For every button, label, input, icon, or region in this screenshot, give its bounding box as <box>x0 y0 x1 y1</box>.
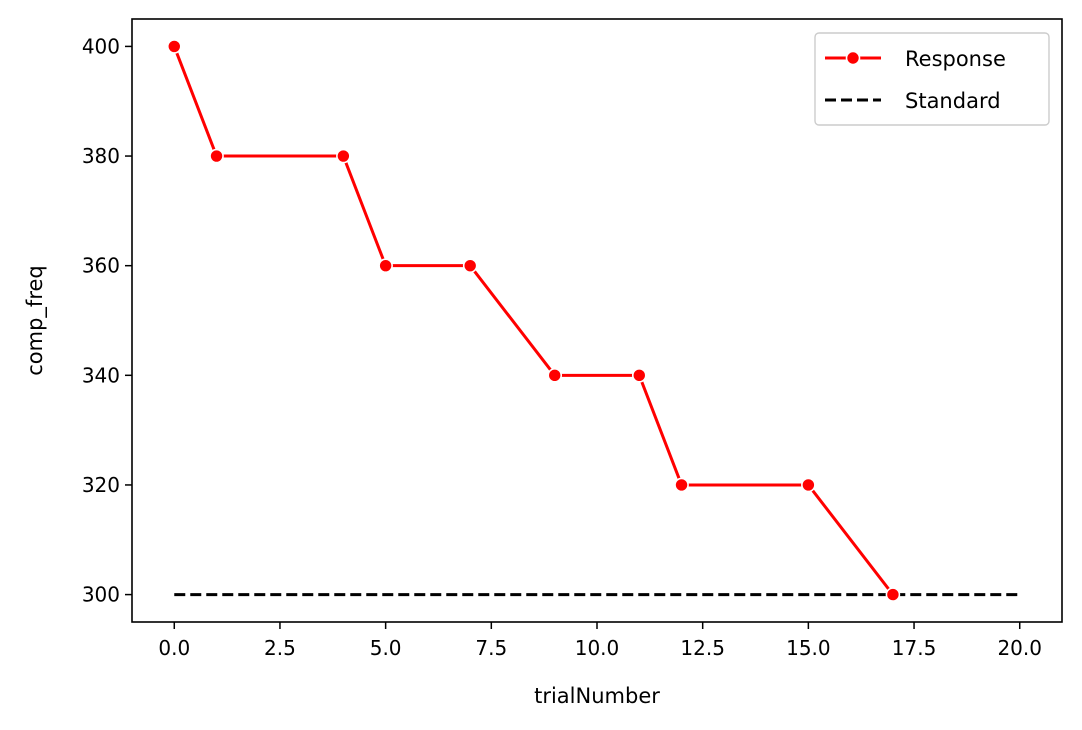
x-tick-label: 5.0 <box>370 636 402 660</box>
series-layer <box>166 39 1020 602</box>
y-tick-label: 300 <box>82 583 120 607</box>
y-tick-label: 400 <box>82 34 120 58</box>
y-axis-label: comp_freq <box>23 265 48 376</box>
y-tick-label: 320 <box>82 473 120 497</box>
response-point <box>801 477 816 493</box>
legend: Response Standard <box>814 32 1050 126</box>
y-axis: 300 320 340 360 380 400 <box>82 34 132 607</box>
x-tick-label: 20.0 <box>997 636 1042 660</box>
legend-box <box>814 32 1050 126</box>
response-point <box>462 258 478 273</box>
legend-response-marker <box>845 50 861 66</box>
legend-response-label: Response <box>905 47 1006 71</box>
response-point <box>209 148 224 164</box>
x-tick-label: 0.0 <box>158 636 190 660</box>
x-axis-label: trialNumber <box>534 684 660 708</box>
y-tick-label: 340 <box>82 363 120 387</box>
y-tick-label: 360 <box>82 254 120 278</box>
response-point <box>547 368 563 383</box>
x-tick-label: 12.5 <box>680 636 725 660</box>
response-point <box>166 39 182 54</box>
x-axis: 0.0 2.5 5.0 7.5 10.0 12.5 15.0 17.5 20.0 <box>158 622 1042 660</box>
x-tick-label: 7.5 <box>475 636 507 660</box>
x-tick-label: 2.5 <box>264 636 296 660</box>
y-tick-label: 380 <box>82 144 120 168</box>
response-point <box>885 587 901 602</box>
response-series-line <box>172 45 895 596</box>
legend-standard-label: Standard <box>905 89 1001 113</box>
response-point <box>674 477 689 493</box>
response-point <box>336 148 351 164</box>
response-point <box>378 258 393 273</box>
x-tick-label: 17.5 <box>892 636 937 660</box>
x-tick-label: 10.0 <box>575 636 620 660</box>
x-tick-label: 15.0 <box>786 636 831 660</box>
response-point <box>631 368 647 383</box>
